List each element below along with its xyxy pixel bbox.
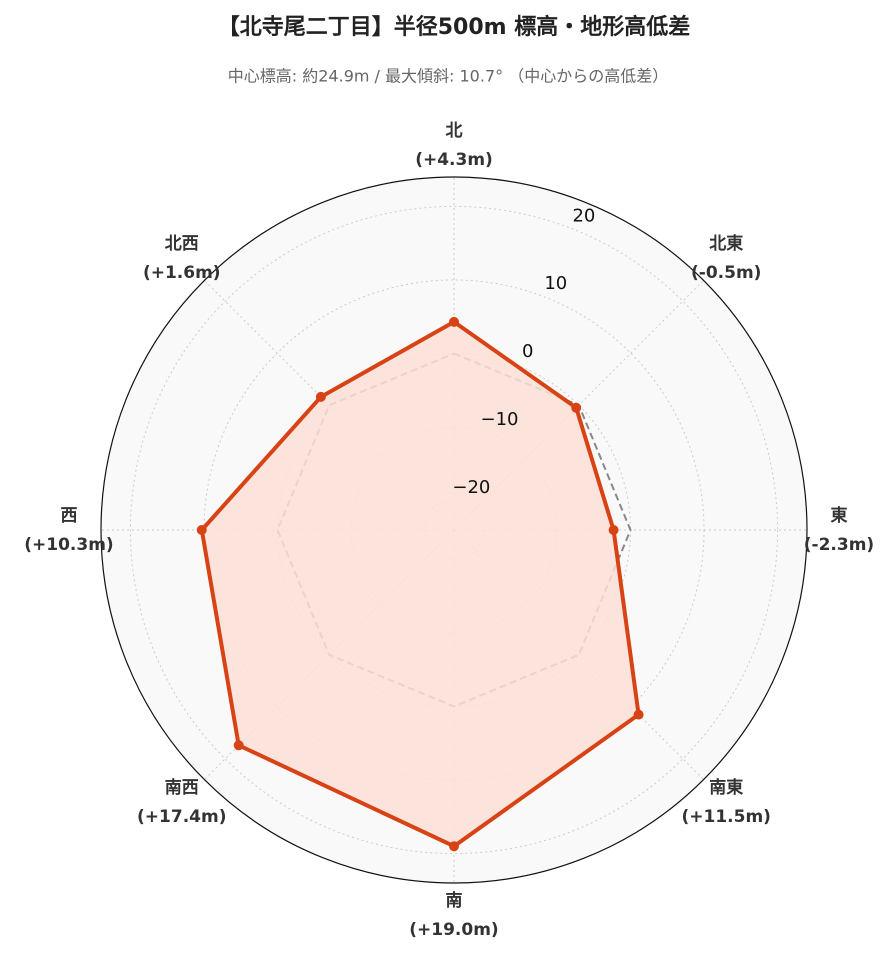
data-point bbox=[315, 391, 326, 402]
value-label: (+10.3m) bbox=[24, 535, 113, 555]
r-tick-label: −20 bbox=[452, 477, 490, 498]
data-point bbox=[233, 740, 244, 751]
chart-title: 【北寺尾二丁目】半径500m 標高・地形高低差 bbox=[218, 14, 691, 40]
r-tick-label: −10 bbox=[481, 409, 519, 430]
r-tick-label: 10 bbox=[544, 273, 567, 294]
value-label: (+1.6m) bbox=[143, 263, 221, 283]
data-point bbox=[633, 709, 644, 720]
r-tick-label: 20 bbox=[572, 205, 595, 226]
category-label: 西 bbox=[61, 506, 78, 526]
r-tick-label: 0 bbox=[522, 341, 533, 362]
category-label: 南西 bbox=[165, 777, 199, 798]
category-label: 北西 bbox=[165, 234, 199, 254]
category-label: 南 bbox=[446, 890, 463, 911]
data-point bbox=[449, 316, 459, 327]
value-label: (+19.0m) bbox=[409, 920, 498, 940]
plot-border bbox=[100, 176, 808, 884]
value-label: (-2.3m) bbox=[804, 535, 874, 555]
data-point bbox=[571, 402, 582, 413]
value-label: (-0.5m) bbox=[691, 263, 761, 283]
value-label: (+17.4m) bbox=[137, 807, 226, 827]
category-label: 南東 bbox=[709, 777, 743, 798]
category-label: 北 bbox=[446, 121, 463, 141]
data-point bbox=[449, 841, 459, 852]
category-label: 北東 bbox=[709, 233, 743, 254]
series-area bbox=[201, 321, 639, 847]
data-point bbox=[196, 525, 207, 535]
data-point bbox=[608, 525, 619, 535]
chart-subtitle: 中心標高: 約24.9m / 最大傾斜: 10.7° （中心からの高低差） bbox=[228, 67, 668, 86]
grid-circle bbox=[129, 205, 779, 855]
value-label: (+11.5m) bbox=[682, 807, 771, 827]
value-label: (+4.3m) bbox=[415, 150, 493, 170]
category-label: 東 bbox=[831, 505, 848, 526]
